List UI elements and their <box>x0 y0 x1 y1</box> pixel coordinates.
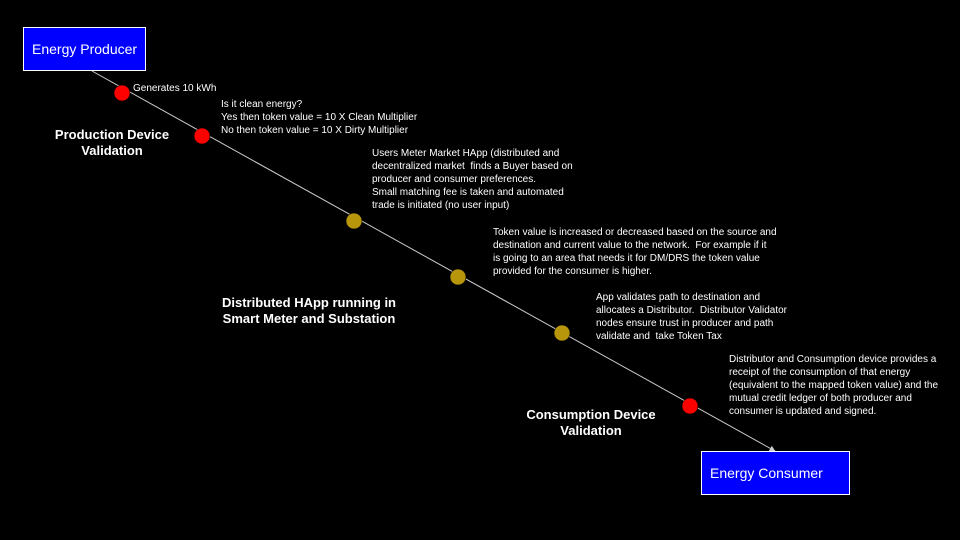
stage-label-production: Production Device Validation <box>54 127 170 158</box>
step-node-clean-check <box>193 127 211 145</box>
step-text-token-value: Token value is increased or decreased ba… <box>493 227 777 277</box>
step-node-receipt <box>681 397 699 415</box>
step-node-path-validation <box>553 324 571 342</box>
energy-producer-box: Energy Producer <box>23 27 146 71</box>
step-text-receipt: Distributor and Consumption device provi… <box>729 354 939 417</box>
stage-label-consumption: Consumption Device Validation <box>526 407 656 438</box>
step-text-clean-check: Is it clean energy? Yes then token value… <box>221 99 418 136</box>
step-node-market-match <box>345 212 363 230</box>
step-node-token-value <box>449 268 467 286</box>
step-node-generate <box>113 84 131 102</box>
stage-label-distributed: Distributed HApp running in Smart Meter … <box>221 295 397 326</box>
step-text-generate: Generates 10 kWh <box>133 83 217 94</box>
energy-consumer-box: Energy Consumer <box>701 451 850 495</box>
step-text-path-validation: App validates path to destination and al… <box>596 292 788 342</box>
step-text-market-match: Users Meter Market HApp (distributed and… <box>372 148 573 211</box>
